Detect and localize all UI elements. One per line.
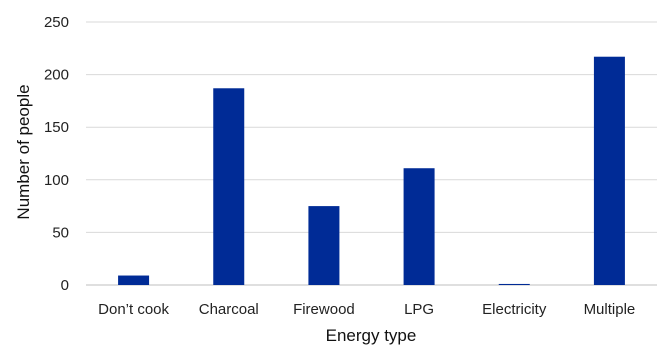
bar-0 [118, 275, 150, 285]
x-tick-label: Multiple [584, 301, 636, 318]
bar-3 [403, 168, 435, 285]
y-tick-label: 250 [44, 14, 69, 31]
x-axis-tick-labels: Don’t cook Charcoal Firewood LPG Electricity… [98, 301, 635, 318]
bar-4 [498, 283, 530, 285]
x-tick-label: Don’t cook [98, 301, 169, 318]
x-tick-label: Charcoal [199, 301, 259, 318]
x-tick-label: Firewood [293, 301, 355, 318]
y-tick-label: 150 [44, 119, 69, 136]
x-tick-label: Electricity [482, 301, 547, 318]
bar-5 [593, 56, 625, 285]
y-axis-tick-labels: 0 50 100 150 200 250 [44, 14, 69, 294]
bar-2 [308, 206, 340, 285]
x-tick-label: LPG [404, 301, 434, 318]
bars [118, 56, 625, 285]
y-tick-label: 0 [61, 277, 69, 294]
y-axis-title: Number of people [14, 84, 33, 219]
x-axis-title: Energy type [326, 326, 417, 345]
y-tick-label: 50 [52, 224, 69, 241]
y-tick-label: 200 [44, 67, 69, 84]
y-tick-label: 100 [44, 172, 69, 189]
gridlines [86, 21, 657, 286]
bar-1 [213, 88, 245, 285]
